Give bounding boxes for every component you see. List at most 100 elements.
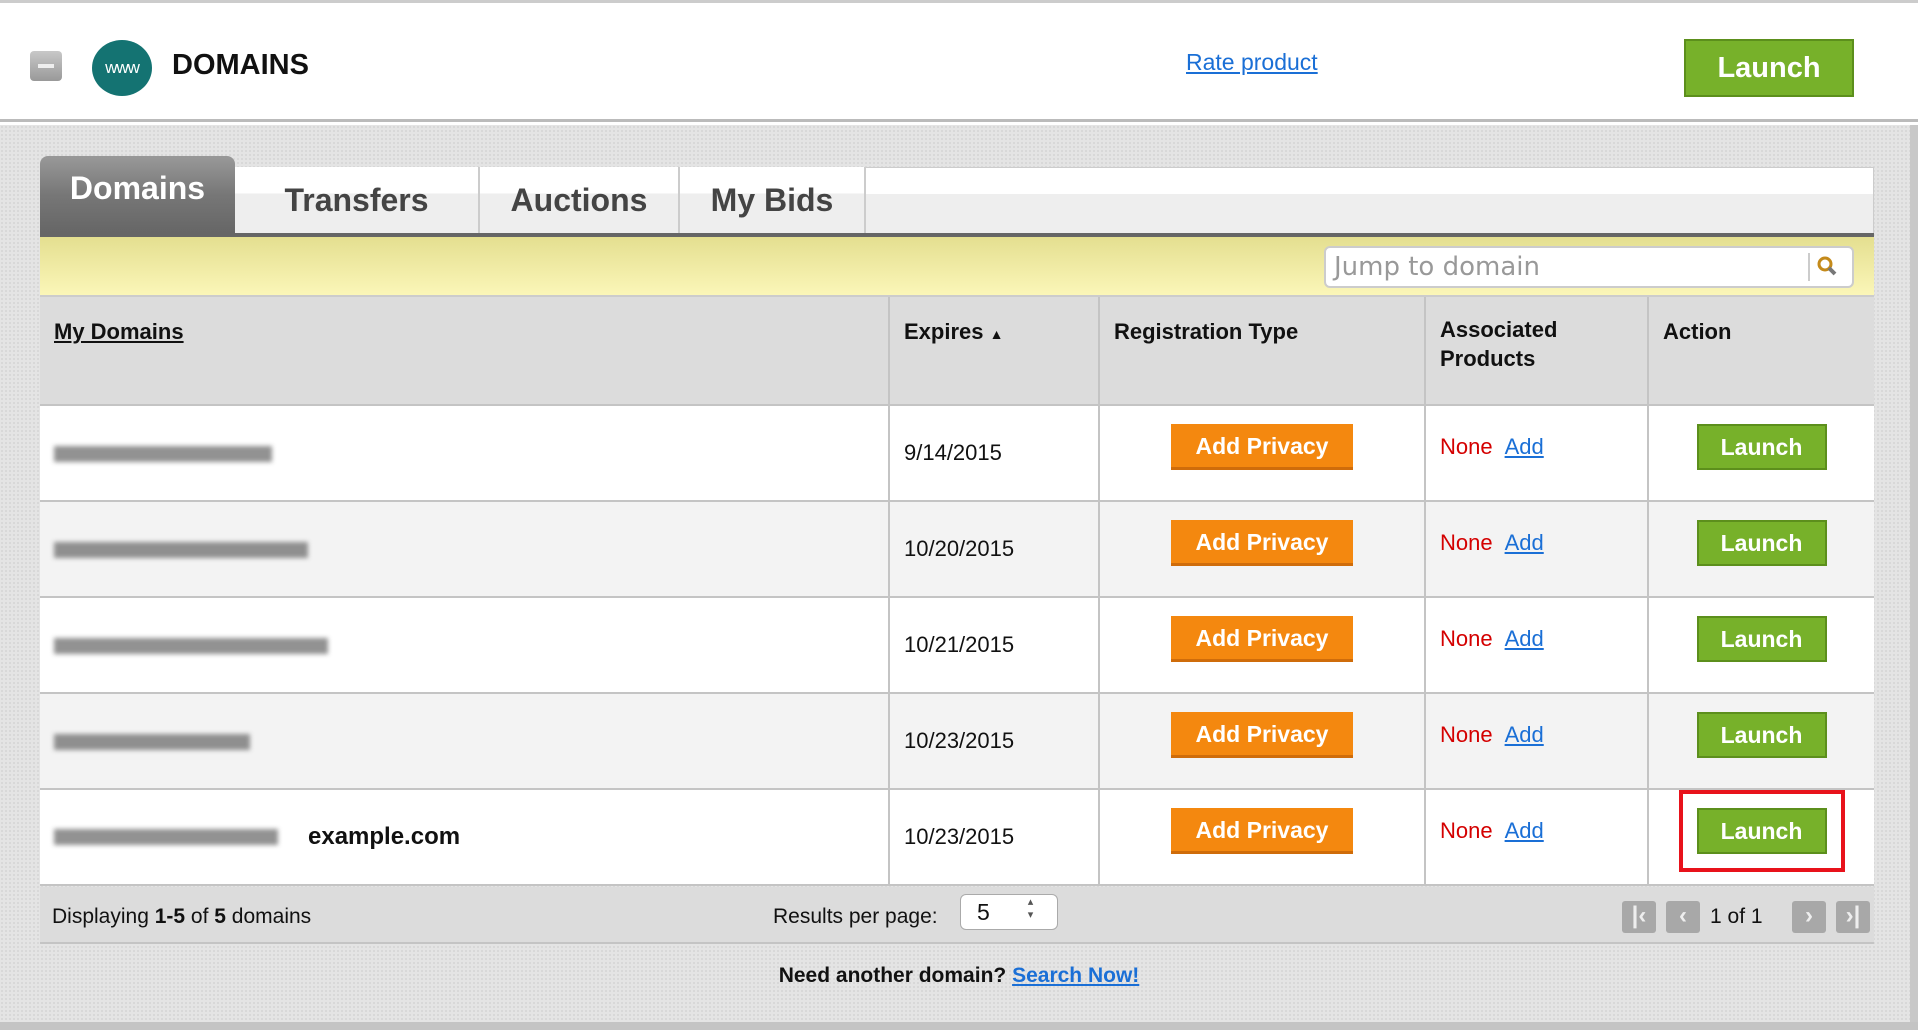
- action-cell: Launch: [1647, 789, 1874, 886]
- add-product-link[interactable]: Add: [1504, 722, 1544, 747]
- first-page-icon[interactable]: |‹: [1622, 901, 1656, 933]
- add-product-link[interactable]: Add: [1504, 626, 1544, 651]
- next-page-icon[interactable]: ›: [1792, 901, 1826, 933]
- launch-button[interactable]: Launch: [1696, 424, 1827, 470]
- jump-to-domain-input[interactable]: Jump to domain: [1324, 246, 1854, 288]
- none-status: None: [1440, 818, 1493, 843]
- products-cell: None Add: [1424, 789, 1648, 886]
- products-cell: None Add: [1424, 405, 1648, 502]
- search-prompt: Need another domain? Search Now!: [0, 964, 1918, 988]
- col-my-domains[interactable]: My Domains: [40, 297, 889, 406]
- table-row: 9/14/2015 Add Privacy None Add Launch: [40, 405, 1874, 502]
- domain-cell: [40, 693, 889, 790]
- col-action: Action: [1647, 297, 1874, 406]
- products-cell: None Add: [1424, 693, 1648, 790]
- add-product-link[interactable]: Add: [1504, 434, 1544, 459]
- expires-cell: 10/21/2015: [888, 597, 1099, 694]
- blurred-domain-name[interactable]: [54, 829, 278, 846]
- search-bar: Jump to domain: [40, 237, 1874, 297]
- blurred-domain-name[interactable]: [54, 638, 328, 655]
- results-per-page-select[interactable]: 5: [960, 894, 1058, 930]
- bottom-border: [0, 1022, 1918, 1030]
- page-info: 1 of 1: [1710, 905, 1763, 928]
- launch-button[interactable]: Launch: [1696, 712, 1827, 758]
- tab-auctions[interactable]: Auctions: [480, 167, 680, 233]
- table-row: 10/21/2015 Add Privacy None Add Launch: [40, 597, 1874, 694]
- search-now-link[interactable]: Search Now!: [1012, 964, 1140, 987]
- domain-cell: example.com: [40, 789, 889, 886]
- add-product-link[interactable]: Add: [1504, 818, 1544, 843]
- action-cell: Launch: [1647, 693, 1874, 790]
- add-privacy-button[interactable]: Add Privacy: [1171, 520, 1353, 566]
- domain-label: example.com: [308, 823, 461, 851]
- registration-cell: Add Privacy: [1098, 405, 1425, 502]
- app-header: www DOMAINS Rate product Launch: [0, 3, 1918, 122]
- none-status: None: [1440, 626, 1493, 651]
- rate-product-link[interactable]: Rate product: [1186, 49, 1318, 75]
- action-cell: Launch: [1647, 597, 1874, 694]
- launch-button-header[interactable]: Launch: [1684, 39, 1854, 97]
- add-privacy-button[interactable]: Add Privacy: [1171, 712, 1353, 758]
- blurred-domain-name[interactable]: [54, 446, 272, 463]
- tab-bar: Domains Transfers Auctions My Bids: [40, 156, 1874, 237]
- action-cell: Launch: [1647, 501, 1874, 598]
- of-text: of: [185, 905, 215, 928]
- sort-ascending-icon: ▲: [989, 326, 1004, 342]
- add-privacy-button[interactable]: Add Privacy: [1171, 808, 1353, 854]
- expires-cell: 10/23/2015: [888, 789, 1099, 886]
- top-border: [0, 0, 1918, 3]
- tab-transfers[interactable]: Transfers: [235, 167, 480, 233]
- table-header: My Domains Expires ▲ Registration Type A…: [40, 297, 1874, 406]
- col-expires[interactable]: Expires ▲: [888, 297, 1099, 406]
- range: 1-5: [154, 905, 186, 928]
- domains-table: My Domains Expires ▲ Registration Type A…: [40, 297, 1874, 886]
- domain-cell: [40, 501, 889, 598]
- logo-text: www: [105, 58, 140, 77]
- col-registration-type: Registration Type: [1098, 297, 1425, 406]
- my-domains-sort-link[interactable]: My Domains: [54, 319, 184, 344]
- products-cell: None Add: [1424, 597, 1648, 694]
- tab-my-bids[interactable]: My Bids: [680, 167, 866, 233]
- total: 5: [214, 905, 226, 928]
- table-row: 10/20/2015 Add Privacy None Add Launch: [40, 501, 1874, 598]
- prompt-text: Need another domain?: [778, 964, 1007, 987]
- none-status: None: [1440, 530, 1493, 555]
- expires-cell: 9/14/2015: [888, 405, 1099, 502]
- domain-cell: [40, 597, 889, 694]
- prev-page-icon[interactable]: ‹: [1666, 901, 1700, 933]
- page-title: DOMAINS: [172, 49, 309, 81]
- table-row: example.com 10/23/2015 Add Privacy None A…: [40, 789, 1874, 886]
- add-product-link[interactable]: Add: [1504, 530, 1544, 555]
- displaying-count: Displaying 1-5 of 5 domains: [52, 905, 311, 929]
- www-globe-icon: www: [92, 40, 152, 96]
- none-status: None: [1440, 434, 1493, 459]
- launch-button[interactable]: Launch: [1696, 520, 1827, 566]
- domain-cell: [40, 405, 889, 502]
- suffix: domains: [225, 905, 312, 928]
- launch-button[interactable]: Launch: [1678, 790, 1845, 872]
- last-page-icon[interactable]: ›|: [1836, 901, 1870, 933]
- table-row: 10/23/2015 Add Privacy None Add Launch: [40, 693, 1874, 790]
- action-cell: Launch: [1647, 405, 1874, 502]
- add-privacy-button[interactable]: Add Privacy: [1171, 424, 1353, 470]
- search-icon[interactable]: [1808, 253, 1844, 281]
- launch-button[interactable]: Launch: [1696, 616, 1827, 662]
- col-associated-products: Associated Products: [1424, 297, 1648, 406]
- blurred-domain-name[interactable]: [54, 542, 308, 559]
- add-privacy-button[interactable]: Add Privacy: [1171, 616, 1353, 662]
- expires-label: Expires: [904, 319, 984, 344]
- registration-cell: Add Privacy: [1098, 597, 1425, 694]
- table-footer: Displaying 1-5 of 5 domains Results per …: [40, 887, 1874, 944]
- tab-domains[interactable]: Domains: [40, 156, 235, 233]
- per-page-value: 5: [977, 899, 990, 925]
- collapse-icon[interactable]: [30, 51, 62, 81]
- tab-underline: [40, 233, 1874, 237]
- none-status: None: [1440, 722, 1493, 747]
- displaying-prefix: Displaying: [52, 905, 155, 928]
- search-placeholder: Jump to domain: [1334, 252, 1540, 282]
- blurred-domain-name[interactable]: [54, 734, 250, 751]
- expires-cell: 10/20/2015: [888, 501, 1099, 598]
- results-per-page-label: Results per page:: [773, 905, 938, 928]
- expires-cell: 10/23/2015: [888, 693, 1099, 790]
- registration-cell: Add Privacy: [1098, 789, 1425, 886]
